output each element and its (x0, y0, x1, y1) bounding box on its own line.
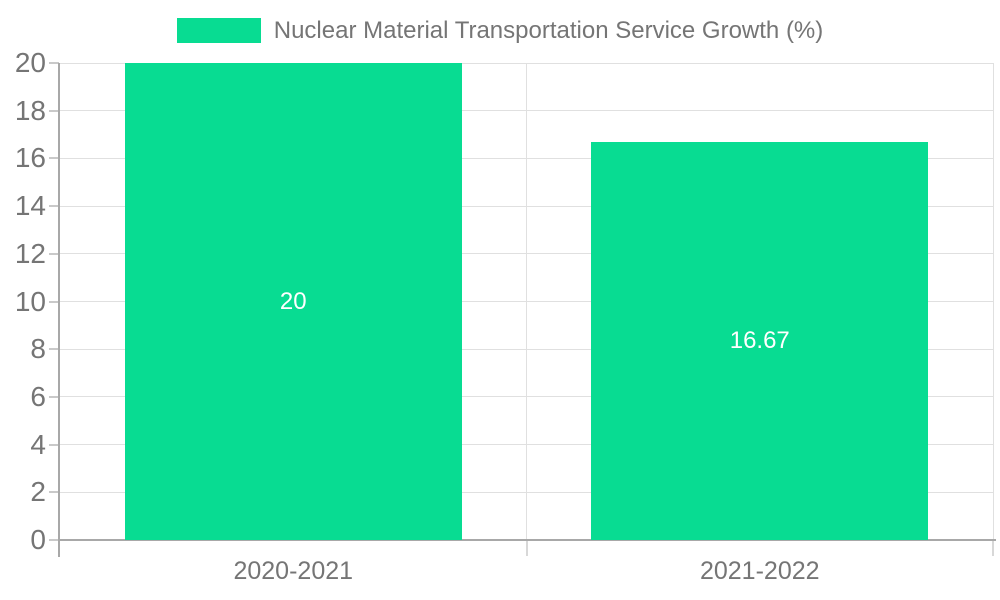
legend-item[interactable]: Nuclear Material Transportation Service … (0, 16, 1000, 45)
y-axis-label: 12 (14, 237, 46, 269)
y-axis-label: 4 (30, 428, 46, 460)
x-axis-tick (525, 540, 528, 556)
y-axis-tick (49, 252, 59, 255)
x-gridline (526, 63, 527, 540)
y-axis-tick (49, 205, 59, 208)
legend-swatch (176, 18, 261, 43)
y-axis-label: 20 (14, 47, 46, 78)
x-gridline (992, 63, 994, 540)
y-axis-tick (49, 62, 59, 64)
bar[interactable] (124, 63, 462, 540)
x-axis-label: 2020-2021 (233, 557, 354, 585)
bar-value-label: 16.67 (729, 327, 790, 355)
y-axis-label: 0 (30, 524, 46, 555)
y-axis-label: 16 (14, 142, 46, 174)
bar[interactable] (591, 142, 929, 540)
y-axis-tick (49, 348, 59, 351)
y-axis-label: 8 (30, 333, 46, 365)
bar-value-label: 20 (279, 287, 307, 315)
legend-label: Nuclear Material Transportation Service … (273, 17, 824, 44)
y-axis-label: 6 (30, 380, 46, 412)
x-axis-label: 2021-2022 (699, 557, 820, 585)
y-axis-label: 18 (14, 94, 46, 126)
y-axis-line (58, 63, 60, 557)
y-axis-tick (49, 109, 59, 112)
y-axis-tick (49, 300, 59, 303)
x-axis-line (58, 539, 996, 541)
y-axis-label: 14 (14, 190, 46, 222)
x-axis-tick (992, 540, 994, 556)
y-axis-tick (49, 157, 59, 160)
y-axis-tick (49, 443, 59, 446)
y-axis-tick (49, 539, 59, 541)
y-axis-tick (49, 395, 59, 398)
y-axis-label: 2 (30, 476, 46, 508)
y-axis-tick (49, 491, 59, 494)
y-axis-label: 10 (14, 285, 46, 317)
